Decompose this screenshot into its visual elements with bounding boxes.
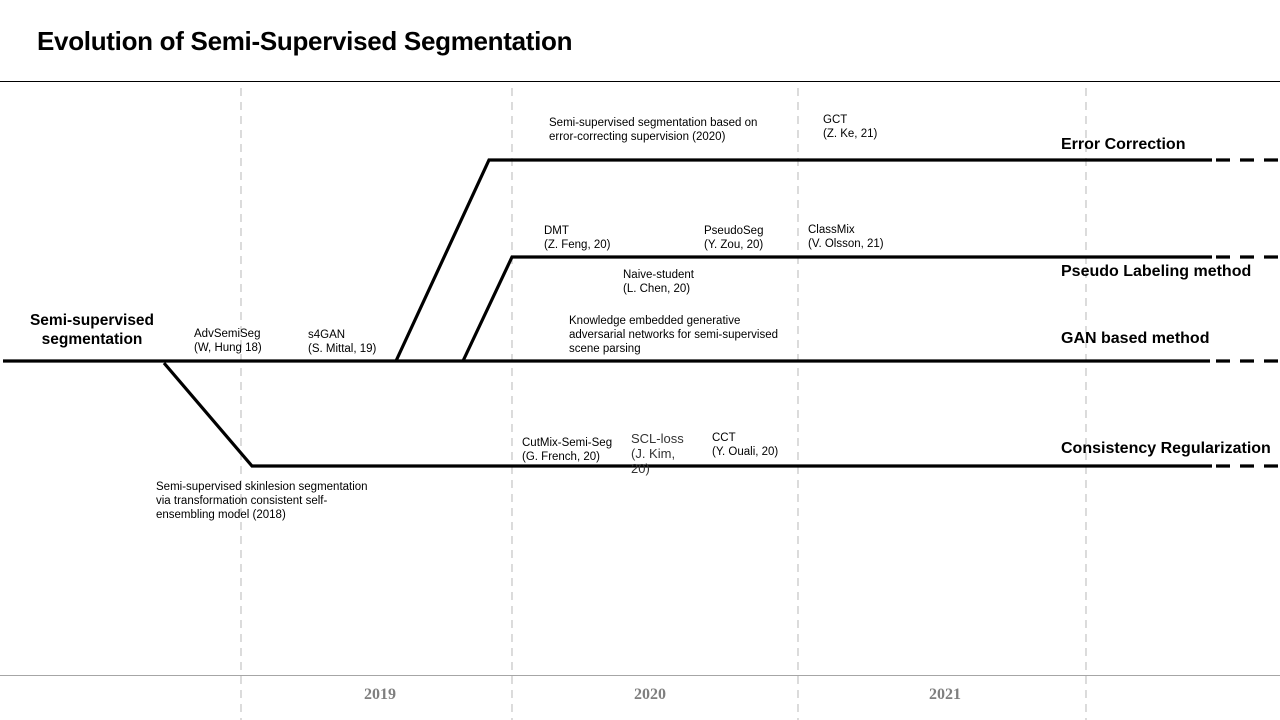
page-title: Evolution of Semi-Supervised Segmentatio… [37, 26, 573, 56]
method-note-line: error-correcting supervision (2020) [549, 131, 726, 143]
method-note-line: (V. Olsson, 21) [808, 238, 884, 250]
method-note-line: (Y. Zou, 20) [704, 239, 764, 251]
track-label-pseudo-labeling: Pseudo Labeling method [1061, 263, 1252, 280]
method-note-cct: CCT (Y. Ouali, 20) [712, 431, 778, 459]
method-note-line: (L. Chen, 20) [623, 283, 691, 295]
method-note-kegan: Knowledge embedded generative adversaria… [569, 314, 778, 356]
method-note-scl-loss: SCL-loss (J. Kim, 20) [631, 431, 684, 476]
method-note-line: (Y. Ouali, 20) [712, 446, 779, 458]
method-note-dmt: DMT (Z. Feng, 20) [544, 224, 610, 252]
consistency-track-line [162, 361, 1212, 468]
method-note-line: Naive-student [623, 269, 694, 281]
method-note-line: (W, Hung 18) [194, 342, 262, 354]
method-note-line: (S. Mittal, 19) [308, 343, 377, 355]
method-note-line: PseudoSeg [704, 225, 764, 237]
method-note-line: Knowledge embedded generative [569, 315, 741, 327]
year-label-2019: 2019 [364, 686, 396, 703]
method-note-line: via transformation consistent self- [156, 495, 328, 507]
track-label-error-correction: Error Correction [1061, 136, 1186, 153]
method-note-line: GCT [823, 114, 848, 126]
method-note-line: ensembling model (2018) [156, 509, 286, 521]
method-note-line: adversarial networks for semi-supervised [569, 329, 778, 341]
method-note-gct: GCT (Z. Ke, 21) [823, 113, 877, 141]
method-note-line: Semi-supervised segmentation based on [549, 117, 758, 129]
method-note-line: Semi-supervised skinlesion segmentation [156, 481, 368, 493]
pseudo-labeling-track-line [461, 255, 1212, 362]
track-label-gan-based: GAN based method [1061, 330, 1210, 347]
track-label-consistency: Consistency Regularization [1061, 440, 1271, 457]
method-note-line: SCL-loss [631, 431, 684, 446]
method-note-line: CCT [712, 432, 736, 444]
method-note-skinlesion: Semi-supervised skinlesion segmentation … [156, 480, 368, 522]
method-note-advsemiseg: AdvSemiSeg (W, Hung 18) [194, 327, 262, 355]
error-correction-track-line [394, 158, 1212, 362]
method-note-pseudoseg: PseudoSeg (Y. Zou, 20) [704, 224, 763, 252]
root-label-line: segmentation [41, 331, 143, 348]
method-note-line: (Z. Feng, 20) [544, 239, 611, 251]
timeline-axis [0, 675, 1280, 676]
method-note-cutmix: CutMix-Semi-Seg (G. French, 20) [522, 436, 612, 464]
method-note-s4gan: s4GAN (S. Mittal, 19) [308, 328, 376, 356]
method-note-line: s4GAN [308, 329, 346, 341]
method-note-classmix: ClassMix (V. Olsson, 21) [808, 223, 884, 251]
method-note-line: (Z. Ke, 21) [823, 128, 878, 140]
method-note-line: AdvSemiSeg [194, 328, 261, 340]
year-label-2020: 2020 [634, 686, 666, 703]
method-note-line: (J. Kim, [631, 446, 676, 461]
method-note-line: DMT [544, 225, 569, 237]
method-note-line: 20) [631, 461, 650, 476]
root-label: Semi-supervised segmentation [22, 311, 162, 349]
year-label-2021: 2021 [929, 686, 961, 703]
method-note-ecs: Semi-supervised segmentation based on er… [549, 116, 757, 144]
root-label-line: Semi-supervised [29, 312, 155, 329]
method-note-line: scene parsing [569, 343, 641, 355]
title-divider [0, 81, 1280, 82]
method-note-line: ClassMix [808, 224, 855, 236]
method-note-line: (G. French, 20) [522, 451, 600, 463]
method-note-naive-student: Naive-student (L. Chen, 20) [623, 268, 694, 296]
method-note-line: CutMix-Semi-Seg [522, 437, 613, 449]
